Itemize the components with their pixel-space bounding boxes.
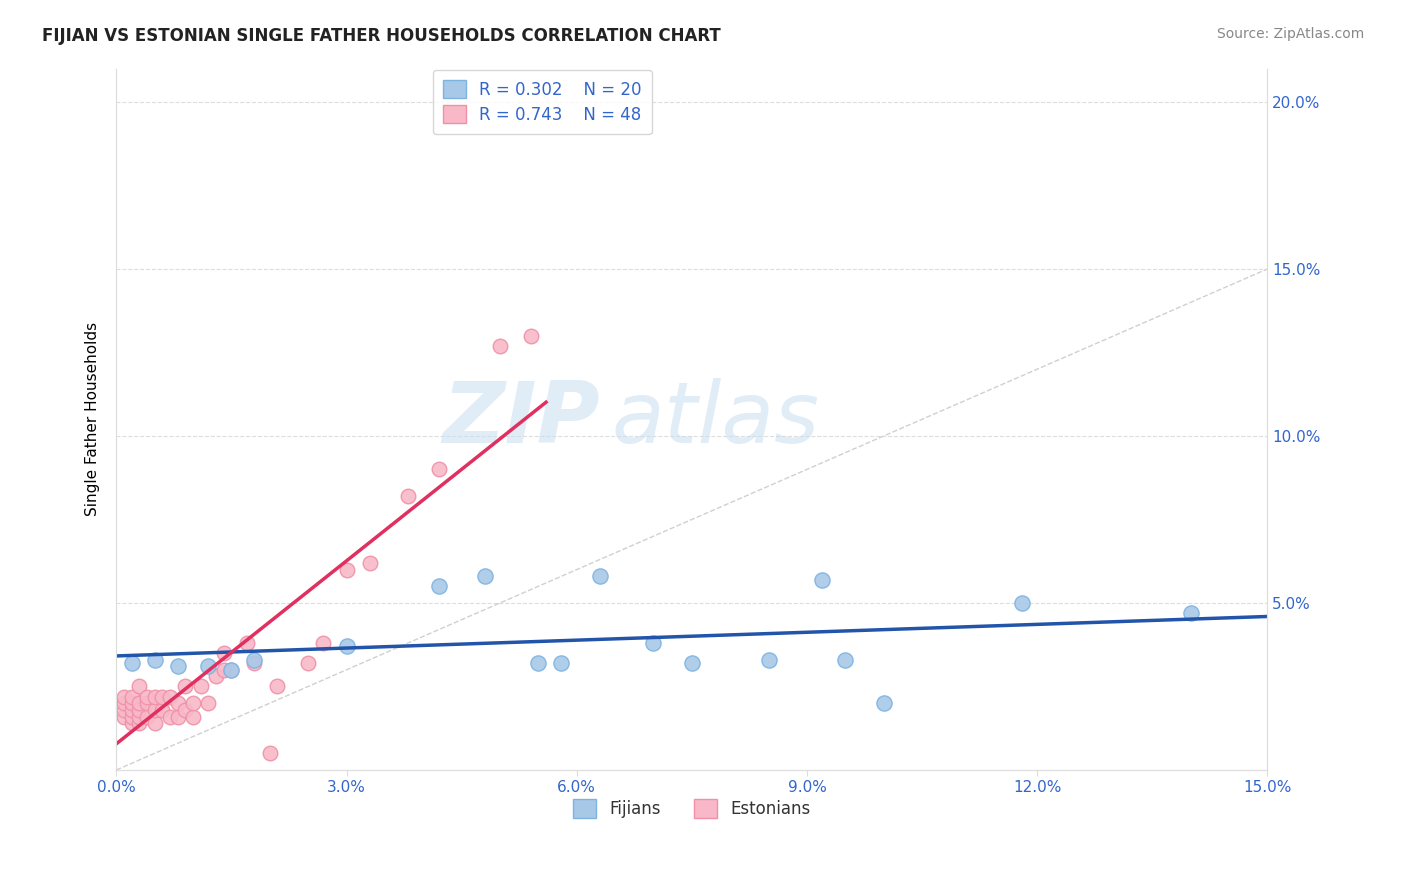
Point	[128, 696, 150, 710]
Point	[1011, 596, 1033, 610]
Point	[221, 663, 243, 677]
Point	[128, 703, 150, 717]
Point	[266, 680, 288, 694]
Point	[150, 690, 173, 704]
Point	[243, 656, 266, 670]
Point	[143, 716, 166, 731]
Point	[197, 696, 219, 710]
Point	[235, 636, 257, 650]
Point	[121, 709, 143, 723]
Point	[396, 489, 419, 503]
Point	[112, 696, 135, 710]
Point	[121, 716, 143, 731]
Point	[873, 696, 896, 710]
Text: atlas: atlas	[612, 377, 820, 461]
Point	[243, 653, 266, 667]
Point	[166, 709, 188, 723]
Point	[643, 636, 665, 650]
Point	[834, 653, 856, 667]
Point	[359, 556, 381, 570]
Text: Source: ZipAtlas.com: Source: ZipAtlas.com	[1216, 27, 1364, 41]
Point	[335, 563, 357, 577]
Point	[427, 462, 450, 476]
Point	[427, 579, 450, 593]
Text: FIJIAN VS ESTONIAN SINGLE FATHER HOUSEHOLDS CORRELATION CHART: FIJIAN VS ESTONIAN SINGLE FATHER HOUSEHO…	[42, 27, 721, 45]
Legend: Fijians, Estonians: Fijians, Estonians	[567, 793, 818, 825]
Point	[166, 659, 188, 673]
Point	[297, 656, 319, 670]
Point	[112, 709, 135, 723]
Point	[190, 680, 212, 694]
Point	[758, 653, 780, 667]
Point	[166, 696, 188, 710]
Y-axis label: Single Father Households: Single Father Households	[86, 322, 100, 516]
Point	[143, 653, 166, 667]
Point	[121, 703, 143, 717]
Point	[221, 663, 243, 677]
Point	[589, 569, 612, 583]
Point	[681, 656, 703, 670]
Point	[335, 640, 357, 654]
Point	[181, 709, 204, 723]
Point	[174, 703, 197, 717]
Point	[112, 690, 135, 704]
Point	[143, 690, 166, 704]
Point	[121, 690, 143, 704]
Point	[1180, 606, 1202, 620]
Point	[136, 709, 159, 723]
Text: ZIP: ZIP	[441, 377, 600, 461]
Point	[489, 339, 512, 353]
Point	[150, 703, 173, 717]
Point	[811, 573, 834, 587]
Point	[519, 328, 541, 343]
Point	[312, 636, 335, 650]
Point	[128, 680, 150, 694]
Point	[181, 696, 204, 710]
Point	[159, 709, 181, 723]
Point	[121, 656, 143, 670]
Point	[159, 690, 181, 704]
Point	[205, 669, 228, 683]
Point	[212, 646, 235, 660]
Point	[527, 656, 550, 670]
Point	[143, 703, 166, 717]
Point	[128, 716, 150, 731]
Point	[474, 569, 496, 583]
Point	[550, 656, 572, 670]
Point	[121, 696, 143, 710]
Point	[112, 703, 135, 717]
Point	[259, 747, 281, 761]
Point	[128, 709, 150, 723]
Point	[136, 690, 159, 704]
Point	[174, 680, 197, 694]
Point	[136, 696, 159, 710]
Point	[212, 663, 235, 677]
Point	[197, 659, 219, 673]
